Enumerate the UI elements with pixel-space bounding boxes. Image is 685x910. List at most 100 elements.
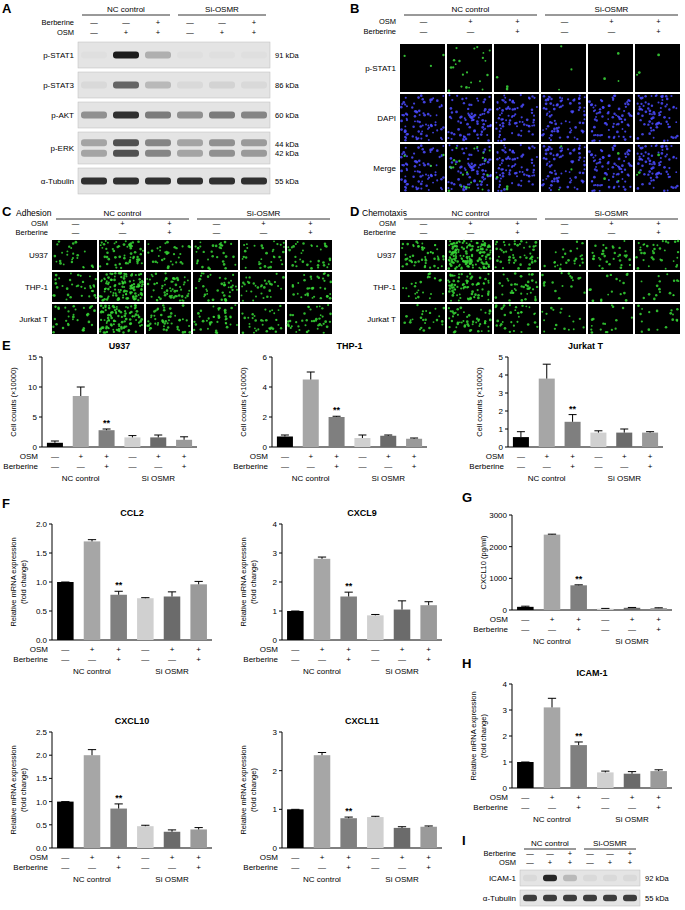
bar xyxy=(73,396,89,447)
x-axis xyxy=(508,447,663,448)
cell-dot xyxy=(531,108,534,111)
cell-dot xyxy=(613,187,615,189)
cell-dot xyxy=(547,98,550,101)
cell-dot xyxy=(599,158,601,160)
cell-dot xyxy=(299,258,301,260)
cell-dot xyxy=(130,274,133,277)
cell-dot xyxy=(441,188,443,190)
cell-dot xyxy=(133,289,136,292)
cell-dot xyxy=(629,136,631,138)
treatment-mark: + xyxy=(570,452,575,461)
cell-dot xyxy=(526,124,528,126)
band xyxy=(113,150,139,157)
cell-dot xyxy=(637,103,639,105)
cell-dot xyxy=(84,287,86,289)
cell-dot xyxy=(519,171,521,173)
cell-dot xyxy=(531,95,533,97)
treatment-mark: + xyxy=(515,27,520,36)
treatment-label: OSM xyxy=(260,853,279,862)
marks xyxy=(57,540,207,640)
cell-dot xyxy=(663,116,666,119)
cell-dot xyxy=(578,102,581,105)
cell-dot xyxy=(447,131,449,133)
cell-dot xyxy=(133,280,135,282)
cell-dot xyxy=(125,262,128,265)
cell-dot xyxy=(470,166,473,169)
treatment-mark: — xyxy=(521,803,529,812)
cell-dot xyxy=(427,174,429,176)
bar xyxy=(164,832,181,848)
cell-dot xyxy=(499,134,501,136)
cell-dot xyxy=(542,129,544,131)
cell-dot xyxy=(593,160,595,162)
cell-dot xyxy=(574,187,576,189)
significance: ** xyxy=(115,580,123,590)
cell-dot xyxy=(420,133,423,136)
tick-label: 3 xyxy=(273,728,278,737)
cell-dot xyxy=(130,285,132,287)
tick-label: 2 xyxy=(273,578,278,587)
cell-dot xyxy=(182,245,184,247)
cell-dot xyxy=(579,122,582,125)
cell-dot xyxy=(550,98,552,100)
cell-dot xyxy=(561,147,563,149)
axis-title: (fold change) xyxy=(479,714,488,758)
size-label: 91 kDa xyxy=(275,51,300,60)
cell-dot xyxy=(502,175,505,178)
cell-dot xyxy=(400,170,403,173)
cell-dot xyxy=(440,128,442,130)
error-bar xyxy=(575,584,583,585)
cell-dot xyxy=(548,137,550,139)
cell-dot xyxy=(490,124,492,126)
cell-dot xyxy=(660,161,662,163)
cell-dot xyxy=(561,97,563,99)
blot-membrane xyxy=(78,42,270,68)
cell-dot xyxy=(649,159,652,162)
cell-dot xyxy=(465,138,468,141)
band xyxy=(241,82,267,89)
cell-dot xyxy=(532,121,534,123)
tick-label: 0 xyxy=(503,606,508,615)
cell-dot xyxy=(129,285,131,287)
cell-dot xyxy=(503,145,505,147)
cell-dot xyxy=(499,184,501,186)
cell-dot xyxy=(583,157,585,159)
cell-dot xyxy=(519,121,521,123)
treatment-mark: + xyxy=(252,28,257,37)
cell-dot xyxy=(668,108,670,110)
group-label: Si OSMR xyxy=(155,667,189,676)
blot-label: p-STAT1 xyxy=(43,51,74,60)
cell-dot xyxy=(596,169,598,171)
cell-dot xyxy=(649,163,651,165)
cell-dot xyxy=(457,128,460,131)
cell-dot xyxy=(498,167,500,169)
group-label: NC control xyxy=(533,637,571,646)
band xyxy=(177,150,203,157)
cell-dot xyxy=(514,158,517,161)
cell-dot xyxy=(505,107,508,110)
cell-dot xyxy=(428,127,430,129)
cell-dot xyxy=(531,158,534,161)
bar xyxy=(287,611,304,640)
cell-dot xyxy=(83,266,85,268)
bar xyxy=(303,380,319,448)
cell-dot xyxy=(488,96,490,98)
tick xyxy=(279,809,282,810)
treatment-mark: — xyxy=(594,462,602,471)
tick-label: 2 xyxy=(503,732,508,741)
axis-title: Relative mRNA expression xyxy=(9,745,18,834)
cell-dot xyxy=(483,163,485,165)
cell-dot xyxy=(280,259,282,261)
bar xyxy=(650,771,667,788)
treatment-mark: — xyxy=(218,18,226,27)
treatment-mark: — xyxy=(384,462,392,471)
cell-dot xyxy=(579,145,581,147)
cell-dot xyxy=(417,187,419,189)
cell-dot xyxy=(478,167,480,169)
cell-dot xyxy=(660,123,662,125)
cell-dot xyxy=(501,109,504,112)
cell-dot xyxy=(651,172,653,174)
error-bar xyxy=(61,801,69,802)
cell-dot xyxy=(536,106,538,108)
cell-dot xyxy=(629,100,631,102)
